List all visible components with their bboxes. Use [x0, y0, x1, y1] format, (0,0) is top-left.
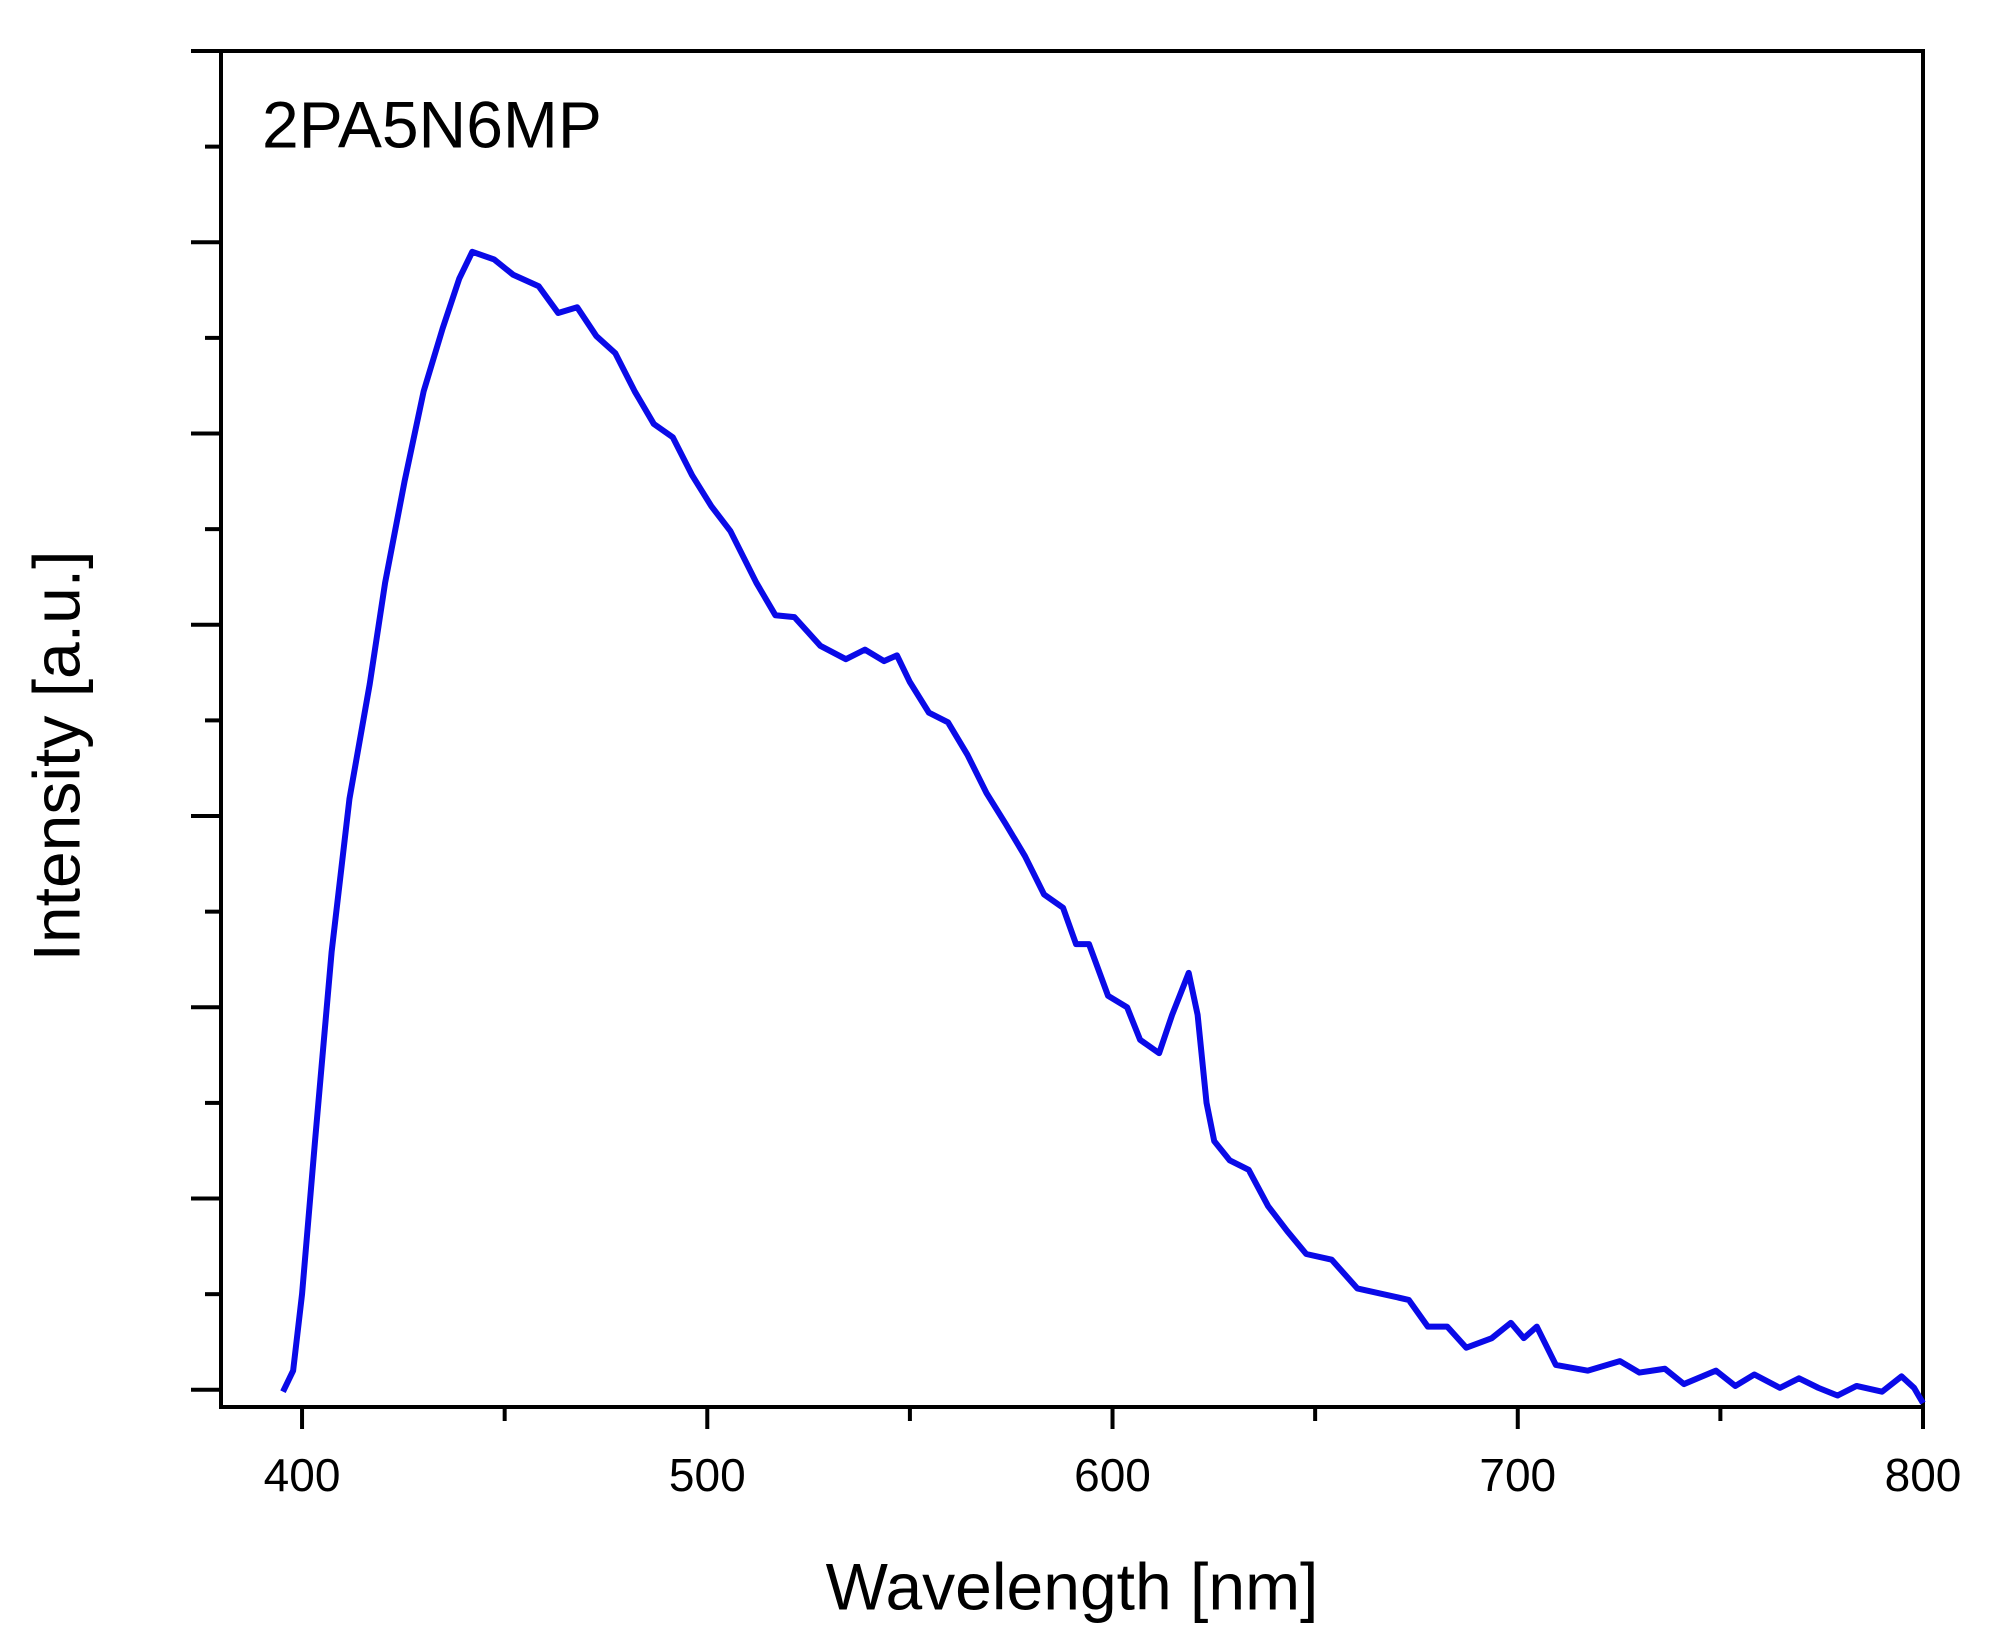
x-tick-label: 800 — [1885, 1449, 1962, 1501]
x-axis-label: Wavelength [nm] — [826, 1549, 1319, 1623]
x-tick-label: 500 — [669, 1449, 746, 1501]
x-tick-label: 400 — [264, 1449, 341, 1501]
x-tick-label: 700 — [1479, 1449, 1556, 1501]
y-axis-label: Intensity [a.u.] — [19, 551, 93, 962]
spectrum-line — [280, 248, 1926, 1405]
plot-frame — [219, 49, 1925, 1409]
x-tick-label: 600 — [1074, 1449, 1151, 1501]
annotation: 2PA5N6MP — [262, 87, 602, 161]
